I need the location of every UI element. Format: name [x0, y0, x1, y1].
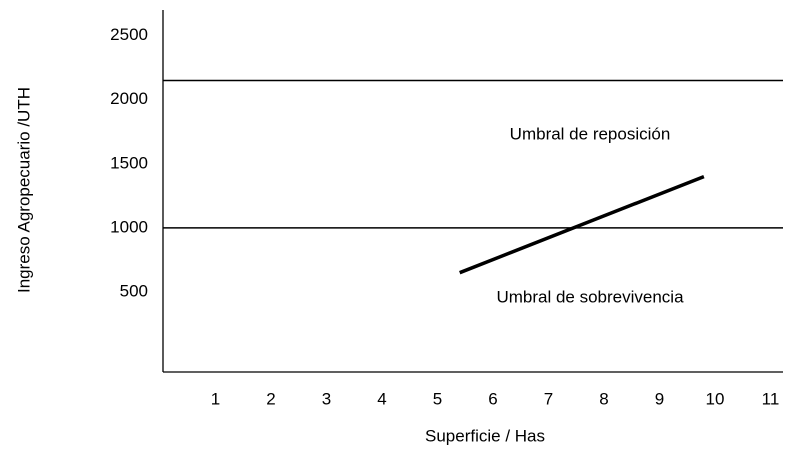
x-tick-label: 11 — [762, 389, 780, 408]
x-tick-label: 3 — [322, 389, 331, 408]
x-tick-label: 6 — [488, 389, 497, 408]
y-tick-label: 2500 — [110, 25, 148, 44]
x-tick-label: 2 — [266, 389, 275, 408]
y-tick-label: 1500 — [110, 153, 148, 172]
x-tick-label: 9 — [655, 389, 664, 408]
annotation: Umbral de sobrevivencia — [496, 287, 684, 306]
y-axis-label: Ingreso Agropecuario /UTH — [14, 87, 33, 293]
annotation: Umbral de reposición — [510, 124, 671, 143]
x-tick-label: 5 — [433, 389, 442, 408]
x-tick-label: 1 — [211, 389, 220, 408]
data-line — [459, 174, 705, 275]
x-tick-label: 10 — [706, 389, 725, 408]
x-tick-label: 7 — [544, 389, 553, 408]
y-tick-label: 500 — [120, 281, 148, 300]
y-tick-label: 1000 — [110, 217, 148, 236]
x-tick-label: 4 — [377, 389, 386, 408]
x-axis-label: Superficie / Has — [425, 426, 545, 445]
x-tick-label: 8 — [599, 389, 608, 408]
y-tick-label: 2000 — [110, 89, 148, 108]
